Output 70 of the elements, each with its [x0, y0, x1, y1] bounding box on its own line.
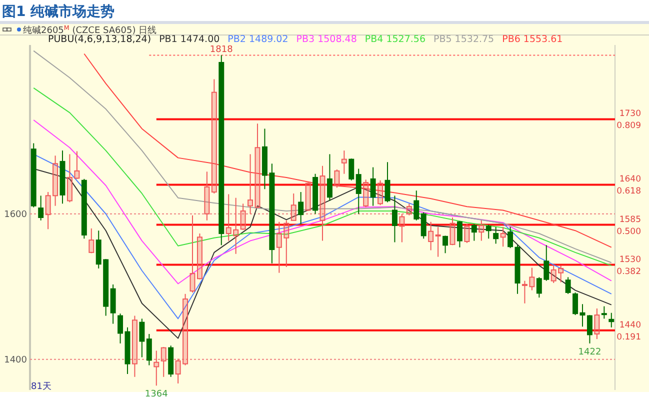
candlestick: [182, 293, 188, 366]
candlestick: [226, 194, 232, 242]
candlestick: [132, 315, 138, 378]
candlestick: [363, 179, 369, 208]
candlestick: [392, 195, 398, 243]
ref-line-label: 1585 0.500: [616, 214, 641, 237]
candlestick: [356, 168, 362, 214]
candlestick: [341, 150, 347, 174]
y-tick-label: 1600: [4, 210, 28, 220]
candlestick: [190, 214, 196, 293]
annotation: 81天: [31, 381, 52, 392]
candlestick: [233, 197, 239, 254]
candlestick: [493, 226, 499, 244]
candlestick: [196, 233, 202, 280]
candlestick: [580, 304, 586, 328]
candlestick: [558, 265, 564, 283]
candlestick: [378, 180, 384, 206]
candlestick: [160, 347, 166, 378]
text: PB1 1474.00: [159, 34, 220, 45]
candlestick: [529, 267, 535, 291]
candlestick: [240, 203, 246, 230]
candlestick: [74, 150, 80, 179]
candlestick: [522, 280, 528, 304]
candlestick: [124, 326, 130, 374]
text: PB3 1508.48: [296, 34, 357, 45]
chart-title: 图1 纯碱市场走势: [2, 3, 115, 20]
candlestick: [399, 213, 405, 243]
ref-line-label: 1640 0.618: [616, 174, 641, 197]
line-series: [33, 119, 612, 284]
annotation: 1818: [210, 45, 234, 56]
candlestick: [284, 220, 290, 268]
candlestick: [218, 54, 224, 246]
text: PB2 1489.02: [228, 34, 288, 45]
candlestick: [248, 154, 254, 214]
text: PB4 1527.56: [364, 34, 426, 45]
candlestick: [320, 165, 326, 242]
text: PB5 1532.75: [434, 34, 494, 45]
chart-subtitle: 纯碱2605$^{M}$ (CZCE SA605) 日线: [23, 24, 157, 36]
line-series: [84, 53, 612, 248]
candlestick: [139, 318, 145, 358]
candlestick: [406, 203, 412, 216]
candlestick: [500, 226, 506, 248]
ref-line-label: 1440 0.191: [616, 320, 641, 342]
candlestick: [276, 221, 282, 274]
candlestick: [110, 284, 116, 324]
candlestick: [45, 192, 51, 230]
candlestick: [370, 166, 376, 206]
candlestick: [608, 312, 614, 328]
ref-line-label: 1530 0.382: [616, 254, 641, 277]
candlestick: [305, 182, 311, 211]
candlestick: [428, 221, 434, 251]
annotation: 1422: [578, 347, 602, 358]
annotation: 1364: [144, 390, 168, 400]
candlestick: [594, 308, 600, 340]
ref-line-label: 1730 0.809: [616, 109, 641, 132]
candlestick: [175, 358, 181, 384]
candlestick: [204, 171, 210, 221]
candlestick: [211, 78, 217, 194]
candlestick: [435, 226, 441, 258]
candlestick: [52, 155, 58, 206]
text: PB6 1553.61: [502, 34, 563, 45]
candlestick: [298, 192, 304, 225]
candlestick: [326, 154, 332, 202]
candlestick: [478, 220, 484, 242]
y-tick-label: 1400: [4, 355, 28, 366]
line-series: [33, 87, 612, 266]
legend-title: PUBU(4,6,9,13,18,24): [48, 34, 152, 45]
candlestick: [60, 150, 66, 204]
candlestick: [146, 333, 152, 366]
candlestick: [154, 350, 160, 386]
